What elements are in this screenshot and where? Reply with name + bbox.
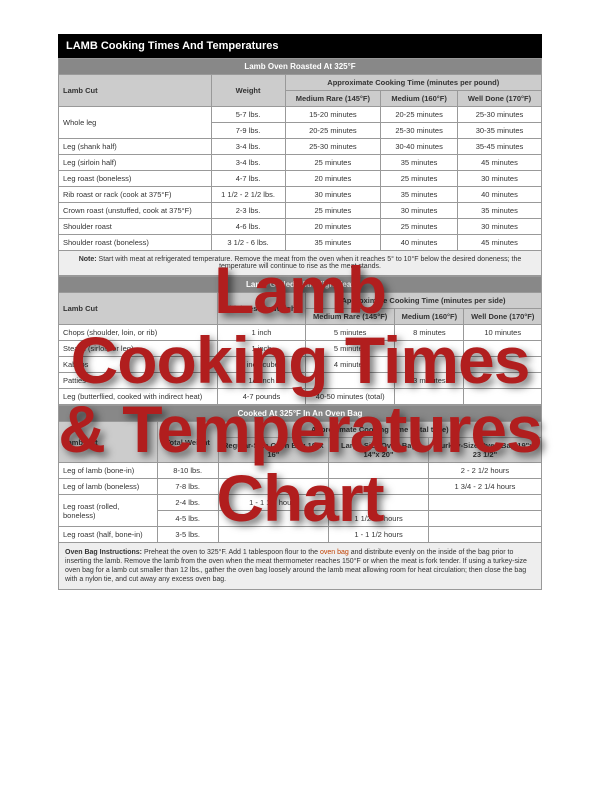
col-large-bag: Large-Size Oven Bag 14"x 20"	[329, 438, 429, 463]
table-row: Rib roast or rack (cook at 375°F)1 1/2 -…	[59, 187, 542, 203]
table-row: Crown roast (unstuffed, cook at 375°F)2-…	[59, 203, 542, 219]
col-lamb-cut: Lamb Cut	[59, 422, 158, 463]
col-medium: Medium (160°F)	[381, 91, 458, 107]
table-row: Leg of lamb (bone-in)8-10 lbs.2 - 2 1/2 …	[59, 463, 542, 479]
grill-table: Lamb Grilled With High Heat Lamb Cut Thi…	[58, 276, 542, 405]
col-weight: Weight	[211, 75, 285, 107]
table-row: Leg (butterflied, cooked with indirect h…	[59, 389, 542, 405]
ovenbag-section-header: Cooked At 325°F In An Oven Bag	[59, 406, 542, 422]
table-row: Shoulder roast (boneless)3 1/2 - 6 lbs.3…	[59, 235, 542, 251]
table-row: Leg roast (boneless)4-7 lbs.20 minutes25…	[59, 171, 542, 187]
col-medium: Medium (160°F)	[395, 309, 464, 325]
page-title: LAMB Cooking Times And Temperatures	[58, 34, 542, 58]
oven-note: Note: Start with meat at refrigerated te…	[59, 251, 542, 276]
col-well-done: Well Done (170°F)	[464, 309, 542, 325]
table-row: Shoulder roast4-6 lbs.20 minutes25 minut…	[59, 219, 542, 235]
col-lamb-cut: Lamb Cut	[59, 293, 218, 325]
oven-roasted-table: Lamb Oven Roasted At 325°F Lamb Cut Weig…	[58, 58, 542, 276]
table-row: Patties1/2 inch3 minutes	[59, 373, 542, 389]
col-thickness: Thickness or Weight	[217, 293, 305, 325]
table-row: Leg roast (half, bone-in)3-5 lbs.1 - 1 1…	[59, 527, 542, 543]
col-total-weight: Total Weight	[157, 422, 218, 463]
table-row: Kabobs1 inch cubes4 minutes	[59, 357, 542, 373]
col-medium-rare: Medium Rare (145°F)	[285, 91, 381, 107]
table-row: Chops (shoulder, loin, or rib)1 inch5 mi…	[59, 325, 542, 341]
table-row: Whole leg 5-7 lbs. 15-20 minutes 20-25 m…	[59, 107, 542, 123]
col-approx-time: Approximate Cooking Time (total time)	[218, 422, 541, 438]
col-medium-rare: Medium Rare (145°F)	[306, 309, 395, 325]
ovenbag-table: Cooked At 325°F In An Oven Bag Lamb Cut …	[58, 405, 542, 590]
table-row: Leg of lamb (boneless)7-8 lbs.1 3/4 - 2 …	[59, 479, 542, 495]
col-regular-bag: Regular-Size Oven Bag 10"x 16"	[218, 438, 329, 463]
oven-section-header: Lamb Oven Roasted At 325°F	[59, 59, 542, 75]
col-lamb-cut: Lamb Cut	[59, 75, 212, 107]
table-row: Steaks (sirloin or leg)1 inch5 minutes	[59, 341, 542, 357]
col-well-done: Well Done (170°F)	[457, 91, 541, 107]
cooking-chart-document: LAMB Cooking Times And Temperatures Lamb…	[58, 34, 542, 590]
col-turkey-bag: Turkey-Size Oven Bag 19"x 23 1/2"	[428, 438, 541, 463]
table-row: Leg (sirloin half)3-4 lbs.25 minutes35 m…	[59, 155, 542, 171]
grill-section-header: Lamb Grilled With High Heat	[59, 277, 542, 293]
ovenbag-instructions-row: Oven Bag Instructions: Preheat the oven …	[59, 543, 542, 590]
col-approx-time: Approximate Cooking Time (minutes per si…	[306, 293, 542, 309]
table-row: Leg (shank half)3-4 lbs.25-30 minutes30-…	[59, 139, 542, 155]
table-row: Leg roast (rolled, boneless) 2-4 lbs.1 -…	[59, 495, 542, 511]
oven-bag-link[interactable]: oven bag	[320, 549, 349, 556]
col-approx-time: Approximate Cooking Time (minutes per po…	[285, 75, 541, 91]
